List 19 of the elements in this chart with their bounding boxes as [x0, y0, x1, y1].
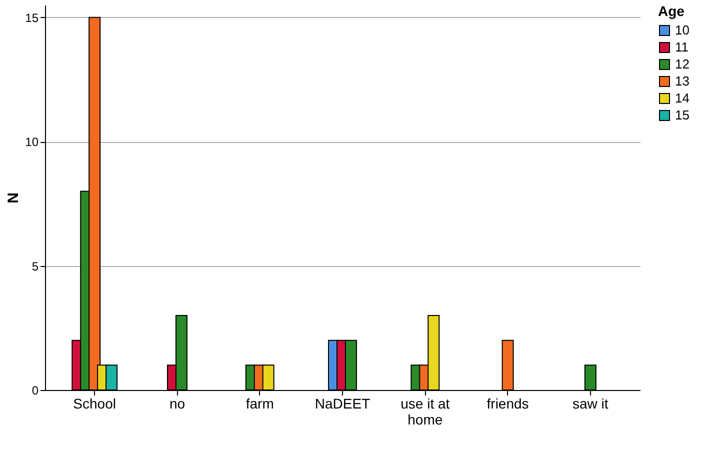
- legend-label: 10: [675, 22, 690, 38]
- x-tick-label: farm: [246, 396, 274, 412]
- y-tick-label: 15: [25, 10, 39, 25]
- x-tick-label: friends: [486, 396, 529, 412]
- legend-label: 15: [675, 108, 690, 122]
- y-tick-label: 5: [32, 259, 39, 274]
- legend-label: 11: [675, 40, 688, 54]
- y-tick-label: 0: [32, 384, 39, 398]
- x-tick-label: saw it: [572, 396, 608, 412]
- x-tick-label: no: [169, 396, 186, 412]
- y-tick-label: 10: [25, 135, 39, 150]
- x-tick-label: use it at home: [400, 396, 450, 428]
- legend-label: 13: [675, 74, 690, 88]
- legend-title: Age: [658, 3, 685, 19]
- y-axis-title: N: [5, 192, 22, 204]
- x-tick-label: NaDEET: [314, 396, 371, 412]
- legend-label: 14: [675, 90, 690, 106]
- legend-label: 12: [675, 56, 690, 72]
- x-tick-label: School: [73, 396, 116, 412]
